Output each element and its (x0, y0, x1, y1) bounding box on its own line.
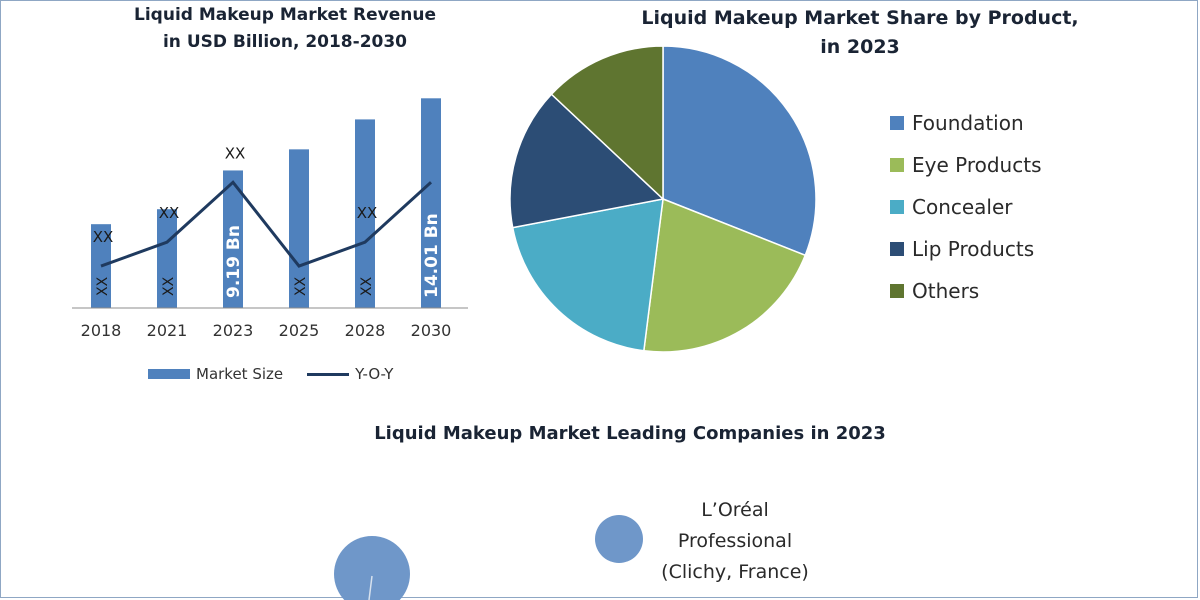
bar-chart-title-line2: in USD Billion, 2018-2030 (162, 32, 408, 52)
legend-swatch-market-size (148, 369, 190, 379)
pie-legend-item-others: Others (890, 270, 1170, 312)
bar-value-label-2021: XX (161, 276, 177, 296)
pie-legend-label-lip-products: Lip Products (912, 237, 1035, 261)
x-tick-2021: 2021 (147, 321, 188, 340)
pie-chart-legend: Foundation Eye Products Concealer Lip Produ… (890, 102, 1170, 312)
pie-legend-swatch-concealer (890, 200, 904, 214)
pie-legend-label-foundation: Foundation (912, 111, 1024, 135)
pie-legend-swatch-eye-products (890, 158, 904, 172)
x-tick-2028: 2028 (345, 321, 386, 340)
pie-legend-swatch-lip-products (890, 242, 904, 256)
x-tick-2018: 2018 (81, 321, 122, 340)
pie-legend-swatch-others (890, 284, 904, 298)
bar-value-label-2025: XX (293, 276, 309, 296)
bar-2018 (91, 224, 111, 308)
yoy-line (100, 180, 433, 268)
bar-2021 (157, 209, 177, 308)
pie-legend-swatch-foundation (890, 116, 904, 130)
pie-slice-foundation (662, 45, 817, 257)
bar-value-label-2023: 9.19 Bn (224, 225, 244, 298)
pie-chart-title-line2: in 2023 (820, 36, 900, 58)
pie-chart-title: Liquid Makeup Market Share by Product, i… (600, 4, 1120, 62)
bar-2028 (355, 119, 375, 308)
company-name-line2: Professional (677, 530, 793, 552)
x-tick-2030: 2030 (411, 321, 452, 340)
pie-slice-lip-products (509, 93, 665, 229)
company-bubble-marker (368, 575, 373, 600)
bar-value-label-2030: 14.01 Bn (422, 213, 442, 298)
legend-swatch-yoy (307, 372, 350, 376)
pie-legend-item-concealer: Concealer (890, 186, 1170, 228)
yoy-label-2021: XX (159, 204, 180, 222)
pie-legend-label-others: Others (912, 279, 980, 303)
x-tick-2025: 2025 (279, 321, 320, 340)
yoy-label-2018: XX (93, 228, 114, 246)
companies-title: Liquid Makeup Market Leading Companies i… (374, 423, 886, 444)
yoy-label-2028: XX (357, 204, 378, 222)
bar-value-label-2028: XX (359, 276, 375, 296)
company-bubble-large (334, 536, 410, 600)
pie-legend-item-eye-products: Eye Products (890, 144, 1170, 186)
bar-chart-title-line1: Liquid Makeup Market Revenue (134, 5, 436, 25)
bar-2023 (223, 170, 243, 308)
company-label-loreal: L’Oréal Professional (Clichy, France) (640, 495, 830, 588)
pie-legend-label-concealer: Concealer (912, 195, 1013, 219)
pie-slice-others (550, 45, 664, 201)
bar-2030 (421, 98, 441, 308)
bar-value-label-2018: XX (95, 276, 111, 296)
bar-chart-title: Liquid Makeup Market Revenue in USD Bill… (95, 2, 475, 56)
pie-legend-item-foundation: Foundation (890, 102, 1170, 144)
company-location: (Clichy, France) (661, 561, 809, 583)
company-name-line1: L’Oréal (701, 499, 769, 521)
pie-legend-item-lip-products: Lip Products (890, 228, 1170, 270)
bar-chart-legend: Market Size Y-O-Y (148, 362, 448, 386)
legend-label-market-size: Market Size (196, 365, 284, 383)
bar-chart: XX XX 9.19 Bn XX XX 14.01 Bn XX XX XX XX 2018 202… (72, 98, 468, 340)
legend-label-yoy: Y-O-Y (355, 365, 394, 383)
pie-slice-concealer (511, 198, 664, 352)
company-bubble-loreal (595, 515, 643, 563)
x-tick-2023: 2023 (213, 321, 254, 340)
pie-chart (509, 45, 817, 353)
pie-chart-title-line1: Liquid Makeup Market Share by Product, (641, 7, 1079, 29)
bar-2025 (289, 149, 309, 308)
pie-legend-label-eye-products: Eye Products (912, 153, 1042, 177)
yoy-label-2023: XX (225, 144, 246, 162)
pie-slice-eye-products (642, 197, 807, 353)
